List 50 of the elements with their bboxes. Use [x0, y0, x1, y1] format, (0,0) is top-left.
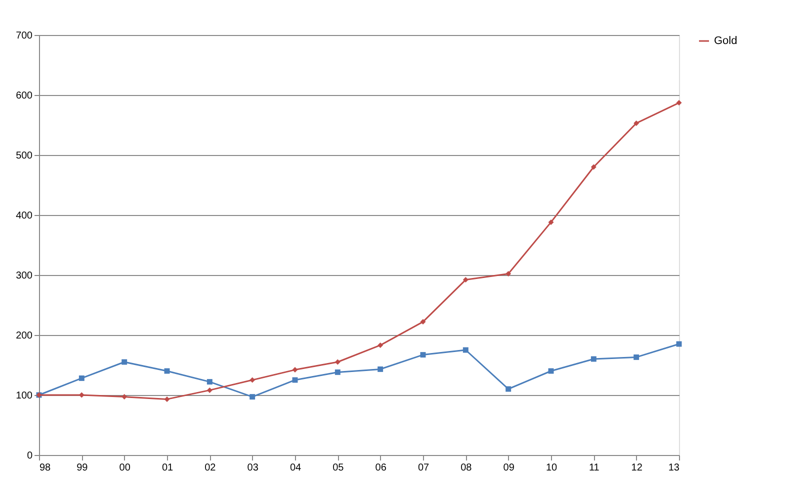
point — [78, 375, 84, 381]
point — [122, 359, 128, 365]
x-tick-label: 07 — [418, 462, 430, 474]
point — [164, 396, 170, 402]
x-tick-label: 04 — [290, 462, 302, 474]
point — [462, 277, 468, 283]
point — [548, 219, 554, 225]
point — [378, 342, 384, 348]
y-tick-label: 300 — [16, 270, 33, 282]
point — [250, 394, 256, 400]
point — [634, 354, 640, 360]
x-tick-label: 05 — [332, 462, 344, 474]
y-tick-label: 400 — [16, 210, 33, 222]
point — [420, 352, 426, 358]
x-tick-label: 13 — [668, 462, 680, 474]
y-tick-label: 200 — [16, 330, 33, 342]
legend-label: Gold — [714, 35, 738, 47]
y-tick-label: 700 — [16, 30, 33, 42]
x-tick-label: 99 — [76, 462, 88, 474]
x-tick-label: 98 — [40, 462, 52, 474]
point — [634, 120, 640, 126]
point — [676, 100, 682, 106]
point — [378, 366, 384, 372]
point — [334, 359, 340, 365]
x-tick-label: 03 — [247, 462, 259, 474]
x-tick-label: 00 — [119, 462, 131, 474]
point — [590, 164, 596, 170]
x-tick-label: 01 — [162, 462, 174, 474]
point — [122, 394, 128, 400]
x-tick-label: 10 — [546, 462, 558, 474]
x-tick-label: 02 — [204, 462, 216, 474]
x-tick-label: 06 — [375, 462, 387, 474]
point — [590, 356, 596, 362]
point — [250, 377, 256, 383]
x-tick-label: 12 — [631, 462, 643, 474]
point — [206, 387, 212, 393]
point — [420, 319, 426, 325]
point — [506, 271, 512, 277]
y-tick-label: 0 — [26, 450, 33, 462]
point — [506, 386, 512, 392]
x-tick-label: 09 — [503, 462, 515, 474]
y-tick-label: 500 — [16, 150, 33, 162]
point — [334, 369, 340, 375]
point — [206, 379, 212, 385]
y-tick-label: 600 — [16, 90, 33, 102]
point — [292, 367, 298, 373]
point — [462, 347, 468, 353]
y-tick-label: 100 — [16, 390, 33, 402]
x-tick-label: 08 — [460, 462, 472, 474]
x-tick-label: 11 — [588, 462, 600, 474]
